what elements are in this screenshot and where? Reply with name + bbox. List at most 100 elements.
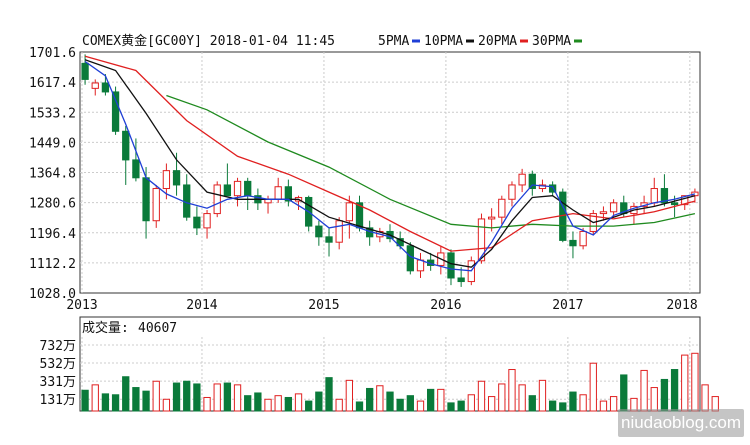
- candle-body: [183, 184, 191, 218]
- candle-body: [111, 91, 120, 132]
- candle-body: [650, 188, 658, 204]
- volume-bar: [579, 394, 587, 412]
- volume-bar: [142, 390, 150, 412]
- candle-body: [274, 186, 282, 200]
- price-tick-label: 1449.0: [29, 136, 76, 151]
- candle-body: [599, 211, 608, 215]
- candle-body: [122, 130, 130, 161]
- price-tick-label: 1701.6: [29, 46, 76, 61]
- candle-body: [162, 170, 171, 190]
- candle-body: [477, 218, 486, 262]
- volume-bar: [447, 402, 455, 412]
- candle-body: [325, 236, 333, 243]
- volume-bar: [284, 396, 293, 412]
- ma10-line: [84, 59, 696, 268]
- volume-bar: [294, 393, 303, 412]
- volume-bar: [325, 377, 333, 412]
- legend-label-5PMA: 5PMA: [378, 34, 409, 49]
- price-tick-label: 1364.8: [29, 167, 76, 182]
- volume-bar: [437, 388, 445, 412]
- volume-bar: [528, 395, 536, 412]
- volume-bar: [701, 384, 709, 412]
- candle-body: [457, 277, 465, 283]
- volume-bar: [355, 401, 364, 412]
- volume-bar: [559, 402, 567, 412]
- x-tick-label: 2018: [666, 298, 697, 313]
- volume-bar: [681, 354, 689, 412]
- volume-value: 40607: [138, 321, 177, 336]
- watermark: niudaoblog.com: [618, 409, 744, 437]
- volume-bar: [274, 395, 282, 412]
- ma5-line: [84, 60, 696, 272]
- volume-bar: [305, 400, 313, 412]
- candle-body: [579, 230, 587, 247]
- price-tick-label: 1533.2: [29, 106, 76, 121]
- x-tick-label: 2013: [66, 298, 97, 313]
- price-tick-label: 1028.0: [29, 287, 76, 302]
- volume-bar: [183, 380, 191, 412]
- price-tick-label: 1196.4: [29, 227, 76, 242]
- candle-body: [101, 82, 110, 93]
- candle-body: [670, 202, 679, 206]
- volume-bar: [457, 400, 465, 412]
- candle-body: [284, 186, 293, 202]
- volume-bar: [254, 392, 262, 412]
- candle-body: [691, 191, 699, 197]
- volume-bar: [477, 380, 486, 412]
- candle-body: [487, 216, 496, 220]
- volume-bar: [223, 382, 232, 412]
- volume-bar: [345, 379, 353, 412]
- volume-bar: [366, 387, 374, 412]
- candle-body: [203, 213, 211, 229]
- volume-bar: [569, 391, 577, 412]
- volume-bar: [335, 398, 343, 412]
- volume-bar: [498, 383, 506, 412]
- candle-body: [609, 202, 618, 213]
- candle-body: [569, 239, 577, 247]
- candle-body: [233, 180, 242, 197]
- volume-tick-label: 331万: [40, 375, 76, 390]
- ma30-line: [166, 94, 696, 229]
- candle-body: [528, 173, 536, 190]
- volume-bar: [620, 374, 628, 412]
- volume-bar: [91, 384, 99, 412]
- volume-bar: [599, 400, 608, 412]
- volume-bar: [691, 352, 699, 412]
- volume-bar: [386, 391, 394, 412]
- volume-bar: [193, 383, 201, 412]
- volume-bar: [122, 376, 130, 412]
- candle-body: [681, 195, 689, 206]
- x-tick-label: 2014: [186, 298, 217, 313]
- x-tick-label: 2017: [552, 298, 583, 313]
- volume-bar: [548, 400, 557, 412]
- volume-bar: [101, 393, 110, 412]
- volume-bar: [427, 388, 435, 412]
- volume-bar: [609, 396, 618, 412]
- volume-bar: [172, 382, 181, 412]
- volume-bar: [589, 362, 597, 412]
- volume-tick-label: 732万: [40, 339, 76, 354]
- legend-label-30PMA: 30PMA: [532, 34, 571, 49]
- candle-body: [132, 159, 140, 179]
- candle-body: [447, 252, 455, 279]
- volume-bar: [132, 387, 140, 412]
- legend-label-20PMA: 20PMA: [478, 34, 517, 49]
- x-tick-label: 2015: [308, 298, 339, 313]
- candle-body: [345, 202, 353, 222]
- candle-body: [142, 177, 150, 222]
- candle-body: [518, 173, 526, 186]
- volume-bar: [233, 384, 242, 412]
- legend-label-10PMA: 10PMA: [424, 34, 463, 49]
- candle-body: [498, 198, 506, 218]
- ma20-line: [84, 55, 696, 252]
- volume-bar: [111, 394, 120, 412]
- price-tick-label: 1112.2: [29, 257, 76, 272]
- candle-body: [193, 216, 201, 229]
- volume-bar: [396, 398, 404, 412]
- price-tick-label: 1617.4: [29, 76, 76, 91]
- candle-body: [335, 220, 343, 243]
- candle-body: [244, 180, 252, 197]
- candle-body: [416, 259, 425, 272]
